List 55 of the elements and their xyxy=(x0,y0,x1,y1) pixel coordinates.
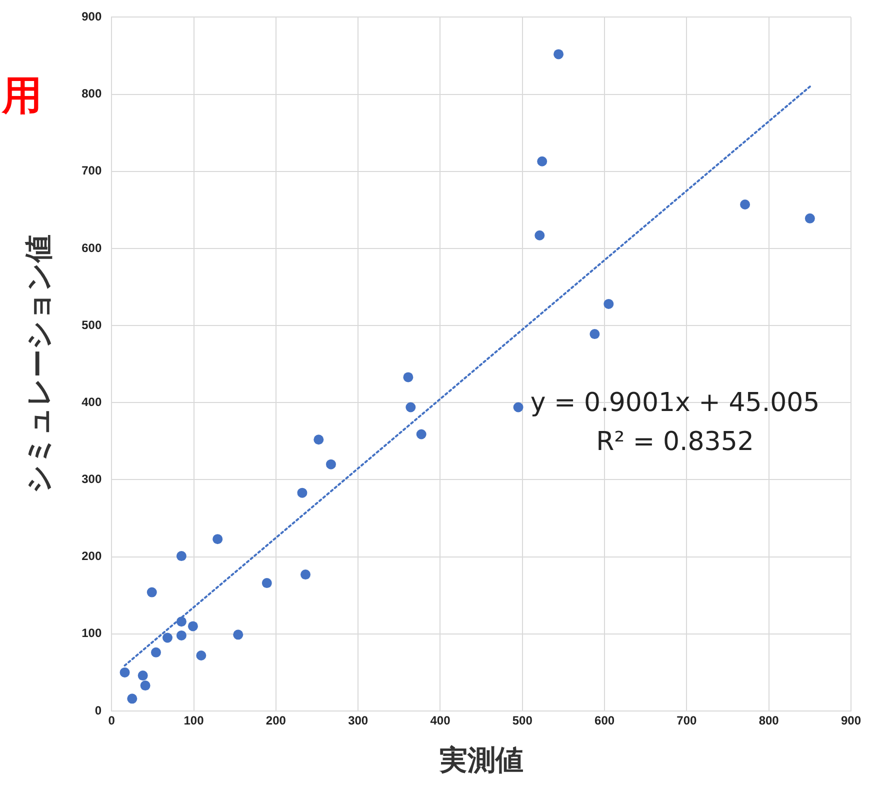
point xyxy=(326,459,336,470)
y-tick-label: 400 xyxy=(82,394,102,409)
point xyxy=(140,680,150,691)
point xyxy=(196,650,206,660)
x-tick-label: 300 xyxy=(348,714,368,728)
point xyxy=(176,616,186,627)
point xyxy=(297,488,308,498)
point xyxy=(188,621,198,632)
point xyxy=(740,200,750,210)
point xyxy=(233,630,244,640)
y-tick-label: 900 xyxy=(82,10,102,24)
x-tick-label: 200 xyxy=(266,714,286,728)
y-tick-label: 0 xyxy=(94,703,102,718)
x-tick-label: 900 xyxy=(840,714,862,728)
y-tick-label: 200 xyxy=(82,549,102,564)
point xyxy=(804,213,815,224)
annotation: R² = 0.8352 xyxy=(596,427,754,458)
annotation: y = 0.9001x + 45.005 xyxy=(530,388,820,418)
x-axis-title: 実測値 xyxy=(438,743,524,776)
point xyxy=(406,402,416,412)
y-tick-label: 100 xyxy=(82,626,102,640)
y-axis-title: シミュレーション値 xyxy=(22,234,56,494)
x-tick-label: 400 xyxy=(430,714,451,728)
point xyxy=(604,298,614,309)
point xyxy=(590,329,600,340)
x-tick-label: 0 xyxy=(108,714,116,728)
x-tick-label: 600 xyxy=(594,714,615,728)
point xyxy=(554,49,564,60)
point xyxy=(162,632,172,643)
point xyxy=(314,434,324,445)
point xyxy=(138,670,148,681)
point xyxy=(120,667,130,678)
text: 用 xyxy=(2,72,42,121)
x-tick-label: 500 xyxy=(512,714,533,728)
y-tick-label: 700 xyxy=(82,164,102,178)
point xyxy=(146,587,157,598)
point xyxy=(212,534,223,544)
y-tick-label: 800 xyxy=(82,86,102,101)
point xyxy=(150,647,161,658)
point xyxy=(300,570,311,580)
x-tick-label: 100 xyxy=(184,714,204,728)
point xyxy=(416,429,426,440)
x-tick-label: 700 xyxy=(676,714,698,728)
y-tick-label: 600 xyxy=(82,240,102,255)
point xyxy=(513,402,524,412)
y-tick-label: 300 xyxy=(82,472,102,486)
point xyxy=(176,551,186,562)
x-tick-label: 800 xyxy=(758,714,780,728)
point xyxy=(262,578,272,588)
point xyxy=(127,694,138,704)
point xyxy=(534,230,545,240)
y-tick-label: 500 xyxy=(82,318,102,332)
point xyxy=(537,156,548,166)
point xyxy=(176,630,186,640)
point xyxy=(403,372,414,382)
